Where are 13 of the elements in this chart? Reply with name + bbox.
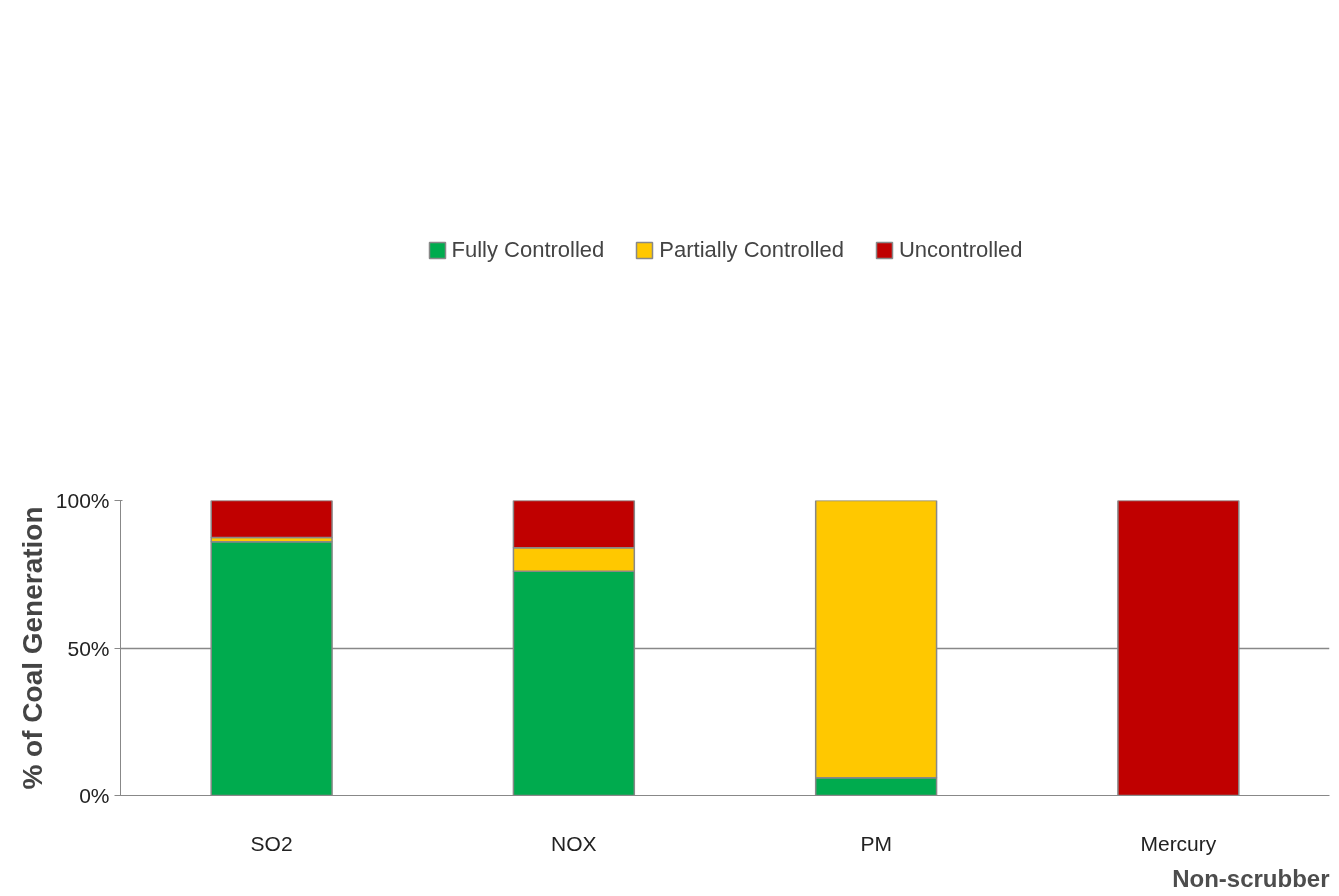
legend-label: Uncontrolled xyxy=(898,237,1023,263)
x-tick-label: Mercury xyxy=(1140,831,1217,855)
text: Non-scrubber xyxy=(1172,864,1330,892)
legend-label: Fully Controlled xyxy=(451,237,605,263)
bar xyxy=(210,500,333,539)
y-tick-label: 100% xyxy=(55,489,110,512)
legend-label: Partially Controlled xyxy=(659,237,844,263)
y-tick-label: 50% xyxy=(67,636,110,660)
x-tick-label: SO2 xyxy=(250,831,293,855)
x-tick-label: NOX xyxy=(551,831,597,855)
y-axis-title: % of Coal Generation xyxy=(16,506,48,790)
y-tick-label: 0% xyxy=(79,784,110,807)
x-tick-label: PM xyxy=(860,831,892,855)
